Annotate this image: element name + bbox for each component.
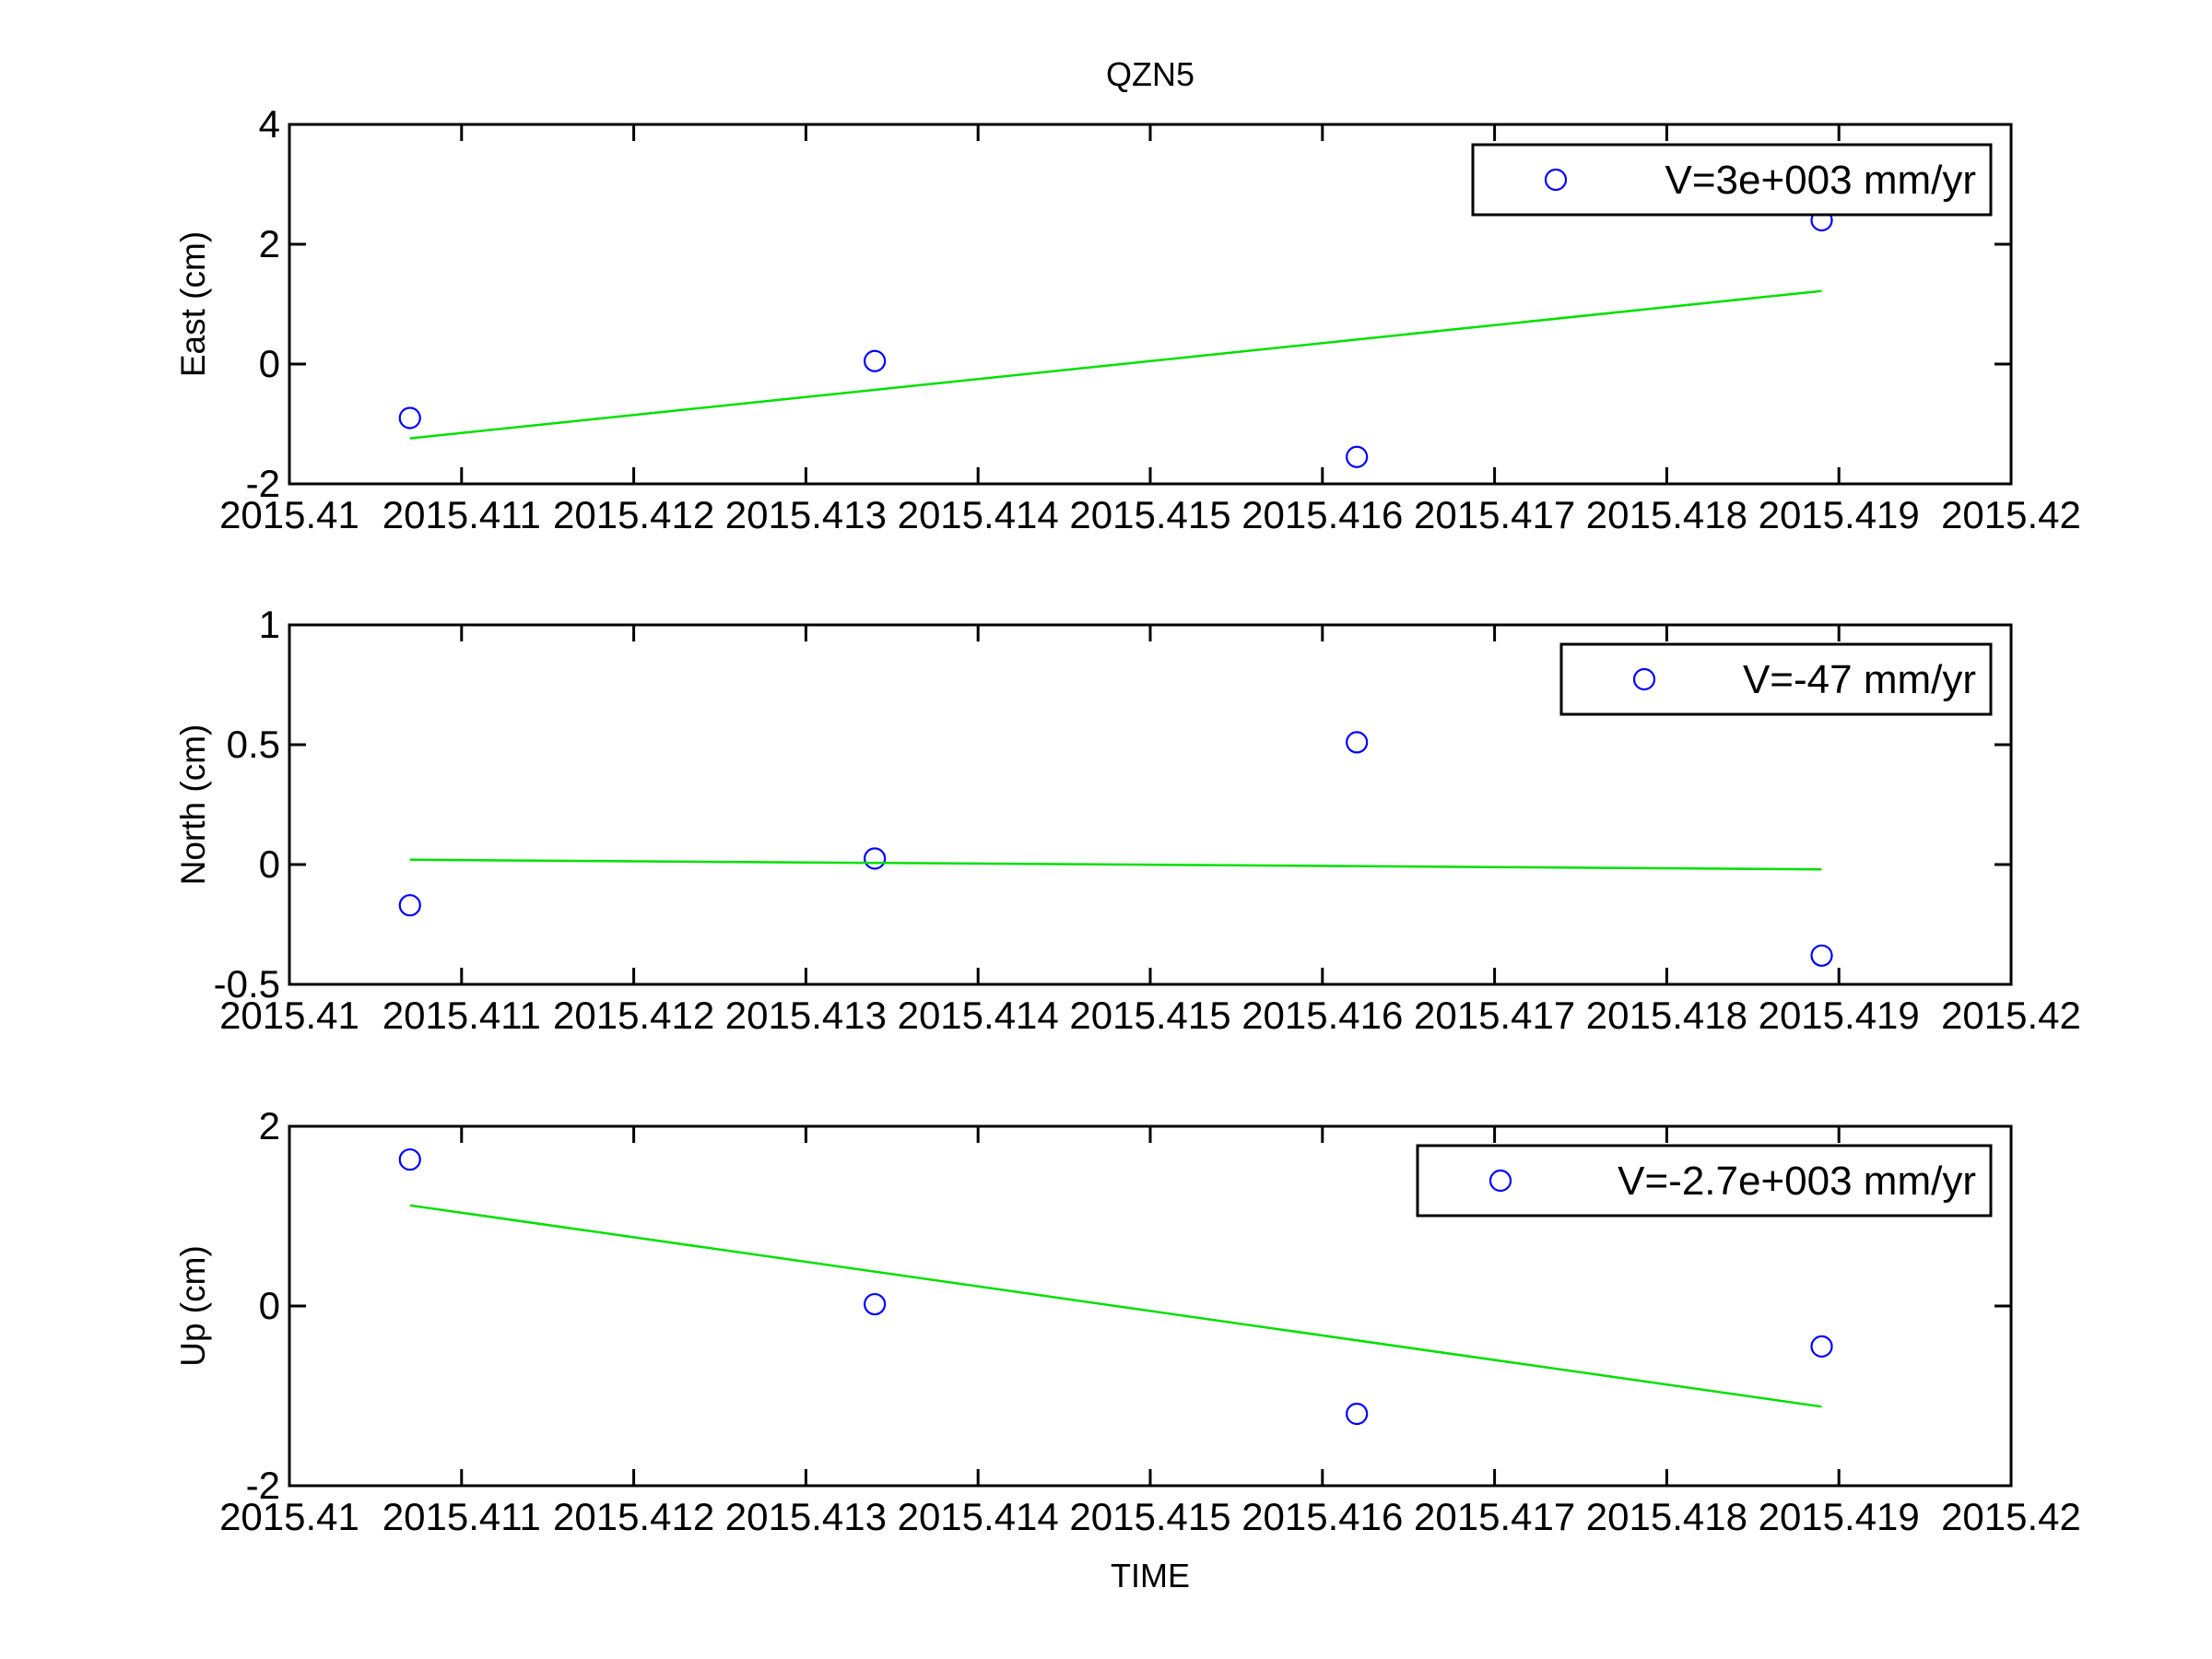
x-tick-label: 2015.42 xyxy=(1941,493,2081,536)
data-point xyxy=(398,1147,421,1171)
y-tick-label: -2 xyxy=(246,1464,280,1507)
x-tick-label: 2015.412 xyxy=(553,493,714,536)
legend: V=-47 mm/yr xyxy=(1559,642,1993,716)
subplot-1: 2015.41 2015.411 2015.412 2015.413 2015.414 2… xyxy=(174,102,2081,536)
legend-label: V=-2.7e+003 mm/yr xyxy=(1618,1159,1976,1204)
x-tick-label: 2015.413 xyxy=(725,493,887,536)
subplot-stack: 2015.41 2015.411 2015.412 2015.413 2015.414 2… xyxy=(174,102,2081,1538)
data-point xyxy=(864,1292,887,1316)
y-axis-label: East (cm) xyxy=(174,231,212,377)
y-tick-label: 1 xyxy=(259,603,280,646)
legend-box xyxy=(1416,1144,1993,1218)
y-tick-label: -0.5 xyxy=(214,962,280,1006)
data-point xyxy=(1810,1335,1833,1358)
x-tick-label: 2015.419 xyxy=(1759,994,1920,1037)
data-point xyxy=(1346,731,1369,754)
x-tick-label: 2015.41 xyxy=(219,493,359,536)
x-tick-label: 2015.415 xyxy=(1069,994,1230,1037)
x-tick-label: 2015.419 xyxy=(1759,1495,1920,1538)
x-tick-label: 2015.416 xyxy=(1241,1495,1403,1538)
legend: V=-2.7e+003 mm/yr xyxy=(1416,1144,1993,1218)
x-tick-label: 2015.41 xyxy=(219,1495,359,1538)
x-tick-label: 2015.414 xyxy=(898,493,1059,536)
y-axis-label: Up (cm) xyxy=(174,1245,212,1367)
x-tick-label: 2015.417 xyxy=(1414,493,1575,536)
y-tick-label: 0 xyxy=(259,342,280,385)
x-tick-label: 2015.411 xyxy=(382,994,541,1037)
legend-marker xyxy=(1488,1169,1512,1193)
x-tick-label: 2015.42 xyxy=(1941,994,2081,1037)
legend: V=3e+003 mm/yr xyxy=(1471,143,1993,217)
y-tick-label: 0 xyxy=(259,1284,280,1327)
x-tick-label: 2015.415 xyxy=(1069,1495,1230,1538)
x-tick-label: 2015.411 xyxy=(382,1495,541,1538)
x-tick-label: 2015.41 xyxy=(219,994,359,1037)
x-tick-label: 2015.42 xyxy=(1941,1495,2081,1538)
legend-marker xyxy=(1632,667,1656,691)
x-tick-label: 2015.411 xyxy=(382,493,541,536)
data-point xyxy=(398,894,421,917)
x-axis-label: TIME xyxy=(1111,1557,1190,1594)
legend-box xyxy=(1471,143,1993,217)
y-tick-label: -2 xyxy=(246,462,280,505)
fit-line xyxy=(409,289,1822,440)
x-tick-label: 2015.416 xyxy=(1241,994,1403,1037)
y-tick-label: 2 xyxy=(259,1104,280,1147)
figure-title: QZN5 xyxy=(1106,55,1194,93)
fit-line xyxy=(409,858,1822,871)
x-tick-label: 2015.412 xyxy=(553,994,714,1037)
legend-marker xyxy=(1544,168,1568,192)
x-tick-label: 2015.413 xyxy=(725,1495,887,1538)
legend-label: V=3e+003 mm/yr xyxy=(1665,158,1977,203)
x-tick-label: 2015.416 xyxy=(1241,493,1403,536)
data-point xyxy=(1810,944,1833,967)
x-tick-label: 2015.418 xyxy=(1586,493,1747,536)
x-tick-label: 2015.419 xyxy=(1759,493,1920,536)
legend-label: V=-47 mm/yr xyxy=(1743,657,1976,702)
data-point xyxy=(864,847,887,870)
legend-box xyxy=(1559,642,1993,716)
x-tick-label: 2015.414 xyxy=(898,994,1059,1037)
x-tick-label: 2015.413 xyxy=(725,994,887,1037)
x-tick-label: 2015.412 xyxy=(553,1495,714,1538)
fit-line xyxy=(409,1204,1822,1408)
data-point xyxy=(1346,445,1369,468)
y-tick-label: 0 xyxy=(259,842,280,886)
x-tick-label: 2015.415 xyxy=(1069,493,1230,536)
data-point xyxy=(864,349,887,372)
y-tick-label: 2 xyxy=(259,222,280,265)
data-point xyxy=(398,406,421,429)
data-point xyxy=(1346,1402,1369,1426)
subplot-2: 2015.41 2015.411 2015.412 2015.413 2015.414 2… xyxy=(174,603,2081,1037)
x-tick-label: 2015.414 xyxy=(898,1495,1059,1538)
x-tick-label: 2015.418 xyxy=(1586,994,1747,1037)
x-tick-label: 2015.417 xyxy=(1414,1495,1575,1538)
y-axis-label: North (cm) xyxy=(174,724,212,886)
y-tick-label: 4 xyxy=(259,102,280,146)
x-tick-label: 2015.418 xyxy=(1586,1495,1747,1538)
x-tick-label: 2015.417 xyxy=(1414,994,1575,1037)
subplot-3: 2015.41 2015.411 2015.412 2015.413 2015.414 2… xyxy=(174,1104,2081,1538)
y-tick-label: 0.5 xyxy=(227,723,280,766)
